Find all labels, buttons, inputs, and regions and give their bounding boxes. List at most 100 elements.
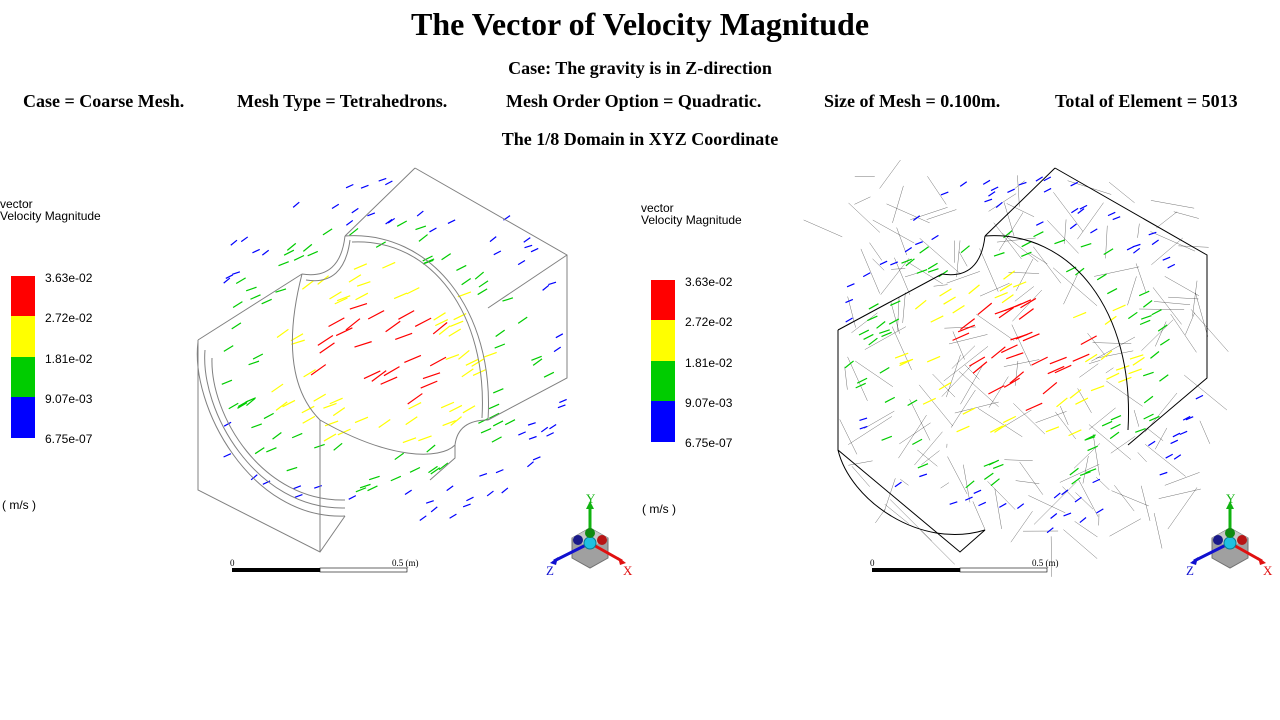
velocity-vector [1165, 453, 1173, 459]
velocity-vector [960, 245, 970, 254]
velocity-vector [254, 447, 265, 455]
velocity-vector [493, 250, 502, 256]
velocity-vector [956, 425, 970, 433]
mesh-edge [869, 242, 883, 261]
velocity-vector [275, 288, 287, 293]
mesh-edge [1095, 350, 1134, 359]
mesh-edge [914, 431, 943, 466]
velocity-vector [1103, 248, 1114, 256]
mesh-edge [1105, 367, 1114, 374]
velocity-vector [1074, 496, 1082, 503]
velocity-vector [1085, 434, 1096, 441]
mesh-edge [1145, 444, 1186, 477]
velocity-vector [420, 380, 438, 389]
mesh-edge [1063, 529, 1098, 559]
mesh-edge [1052, 267, 1098, 306]
velocity-vector [559, 398, 567, 404]
velocity-vector [293, 485, 302, 490]
mesh-edge [1050, 536, 1053, 577]
velocity-vector [232, 271, 241, 275]
legend-tick: 6.75e-07 [685, 436, 733, 450]
mesh-edge [1151, 237, 1183, 265]
velocity-vector [353, 263, 368, 270]
velocity-vector [445, 354, 460, 361]
legend-title: vector [641, 201, 674, 215]
velocity-vector [1053, 492, 1061, 499]
velocity-vector [517, 316, 528, 324]
velocity-vector [532, 456, 541, 461]
velocity-vector [993, 252, 1005, 257]
velocity-vector [1075, 397, 1089, 405]
mesh-edge [1095, 477, 1110, 491]
velocity-vector [1003, 377, 1020, 388]
velocity-vector [286, 242, 297, 251]
velocity-vector [449, 320, 464, 327]
velocity-vector [1185, 416, 1194, 421]
velocity-vector [553, 346, 562, 353]
mesh-edge [963, 464, 971, 503]
mesh-edge [1109, 518, 1142, 537]
velocity-vector [408, 402, 422, 410]
mesh-edge [1195, 292, 1209, 337]
axis-z-label: Z [546, 563, 554, 578]
mesh-edge [1108, 181, 1135, 204]
velocity-vector [1018, 181, 1027, 186]
mesh-edge [1033, 246, 1062, 284]
velocity-vector [1096, 508, 1104, 514]
velocity-vector [385, 320, 401, 333]
velocity-vector [428, 465, 438, 474]
velocity-vector [1143, 371, 1154, 377]
model-view-right: 0 0.5 (m) Y X Z [803, 160, 1273, 578]
legend-tick: 9.07e-03 [685, 396, 733, 410]
velocity-vector [301, 280, 314, 290]
legend-unit: ( m/s ) [2, 498, 36, 512]
scale-bar: 0 0.5 (m) [870, 558, 1059, 573]
mesh-edge [960, 365, 983, 405]
velocity-vector [1035, 176, 1043, 182]
velocity-vector [1151, 309, 1162, 316]
mesh-edge [954, 401, 999, 414]
mesh-edge [851, 466, 870, 487]
legend-variable: Velocity Magnitude [641, 213, 742, 227]
velocity-vector [345, 183, 354, 189]
velocity-vector [319, 342, 335, 354]
velocity-vector [1001, 294, 1014, 304]
velocity-vector [1109, 431, 1120, 440]
velocity-vector [425, 500, 434, 504]
velocity-vector [382, 261, 396, 269]
velocity-vector [879, 260, 888, 266]
mesh-edge [1185, 312, 1195, 335]
velocity-vector [272, 432, 282, 440]
velocity-vector [1107, 288, 1118, 295]
velocity-vector [317, 334, 334, 346]
mesh-edge [1087, 333, 1107, 358]
velocity-vector [446, 485, 454, 492]
velocity-vector [1090, 228, 1098, 234]
velocity-vector [1129, 354, 1144, 360]
legend-band-yellow [11, 316, 35, 357]
velocity-vector [250, 294, 261, 300]
axis-x-label: X [623, 563, 633, 578]
velocity-vector [293, 254, 305, 261]
velocity-vector [245, 397, 257, 403]
mesh-edge [1156, 211, 1178, 229]
velocity-vector [1061, 489, 1069, 496]
velocity-vector [314, 484, 322, 489]
velocity-vector [988, 191, 996, 197]
velocity-vector [418, 435, 432, 442]
mesh-edge [848, 416, 893, 445]
velocity-vector [1077, 208, 1085, 214]
velocity-vector [543, 371, 555, 378]
velocity-vector [368, 475, 380, 481]
mesh-edge [872, 219, 915, 244]
mesh-edge [803, 219, 843, 238]
velocity-vector [471, 358, 484, 367]
velocity-vector [367, 310, 385, 320]
velocity-vector [261, 298, 272, 305]
velocity-vector [429, 227, 437, 233]
velocity-vector [407, 393, 423, 405]
velocity-vector [1012, 281, 1027, 288]
velocity-vector [301, 405, 315, 414]
mesh-edge [1035, 411, 1067, 423]
velocity-vector [879, 329, 890, 334]
